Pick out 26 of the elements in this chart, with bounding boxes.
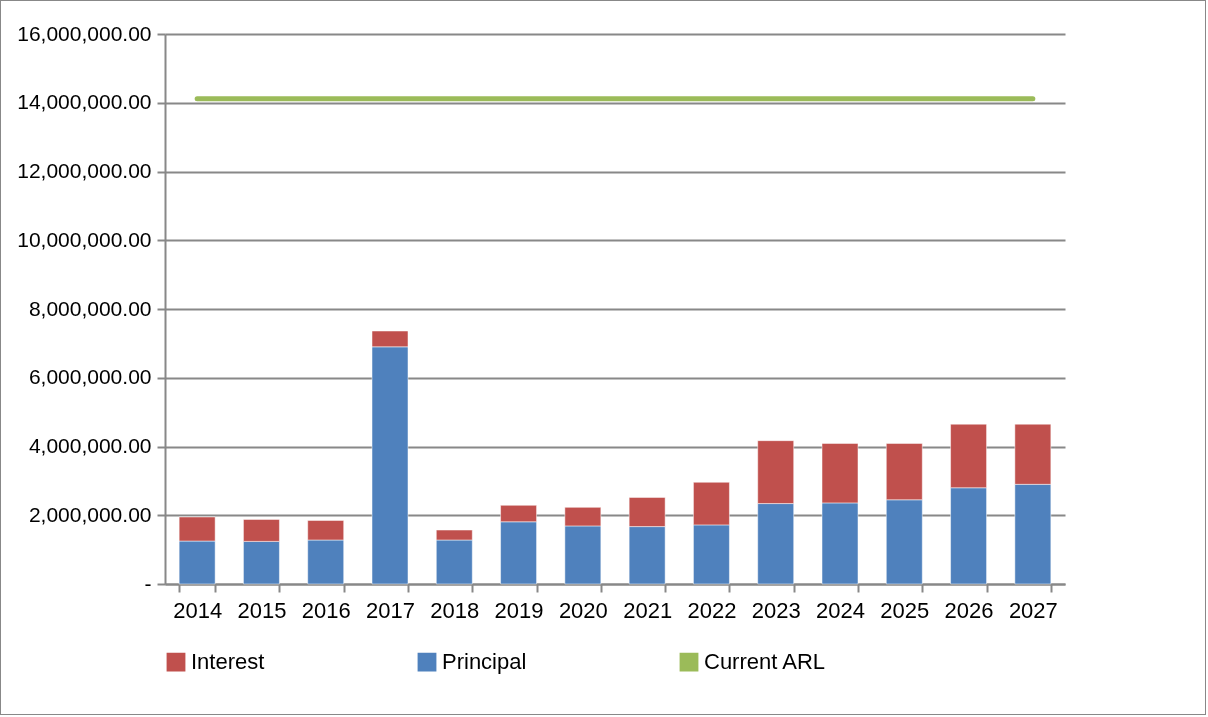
y-tick-label: - [144,571,152,595]
x-tick-label: 2021 [623,597,673,623]
y-tick-label: 8,000,000.00 [28,296,152,320]
x-tick-label: 2024 [816,597,865,623]
y-tick-label: 2,000,000.00 [28,502,152,526]
y-tick-label: 16,000,000.00 [17,21,152,45]
legend-label: Current ARL [704,649,826,675]
y-tick-label: 12,000,000.00 [17,159,152,182]
legend-label: Principal [442,649,527,675]
x-tick-label: 2016 [301,597,351,623]
y-tick-label: 6,000,000.00 [28,365,152,389]
y-tick-label: 10,000,000.00 [17,227,152,251]
y-tick-label: 4,000,000.00 [28,434,152,457]
x-tick-label: 2027 [1008,597,1058,623]
x-tick-label: 2023 [751,597,801,623]
x-tick-label: 2017 [366,597,415,623]
x-tick-label: 2020 [558,597,608,623]
y-tick-label: 14,000,000.00 [17,90,152,114]
x-tick-label: 2015 [237,597,287,623]
x-tick-label: 2014 [173,597,223,623]
x-tick-label: 2018 [430,597,480,623]
x-tick-label: 2026 [944,597,994,623]
x-tick-label: 2025 [880,597,930,623]
legend-label: Interest [191,649,265,675]
x-tick-label: 2022 [687,597,737,623]
x-tick-label: 2019 [494,597,544,623]
